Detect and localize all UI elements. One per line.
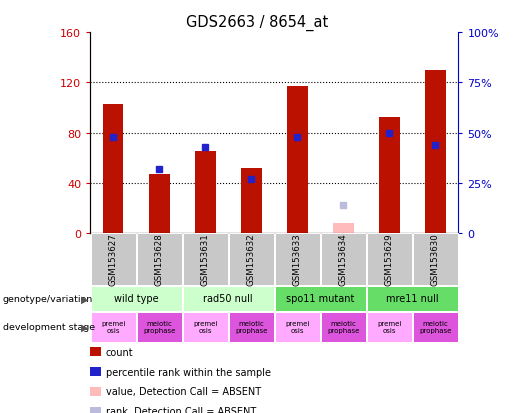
Text: mre11 null: mre11 null bbox=[386, 294, 439, 304]
Text: GSM153627: GSM153627 bbox=[109, 233, 117, 285]
Text: premei
osis: premei osis bbox=[193, 320, 217, 334]
Bar bbox=[149, 175, 169, 233]
Text: GSM153633: GSM153633 bbox=[293, 233, 302, 285]
Text: meiotic
prophase: meiotic prophase bbox=[327, 320, 359, 334]
Text: ▶: ▶ bbox=[81, 294, 89, 304]
Text: GSM153628: GSM153628 bbox=[154, 233, 164, 285]
Text: rank, Detection Call = ABSENT: rank, Detection Call = ABSENT bbox=[106, 406, 256, 413]
Text: meiotic
prophase: meiotic prophase bbox=[419, 320, 452, 334]
Text: development stage: development stage bbox=[3, 323, 95, 332]
Text: meiotic
prophase: meiotic prophase bbox=[235, 320, 267, 334]
Text: GSM153630: GSM153630 bbox=[431, 233, 440, 285]
Text: rad50 null: rad50 null bbox=[203, 294, 253, 304]
Text: premei
osis: premei osis bbox=[101, 320, 125, 334]
Bar bbox=[287, 87, 307, 233]
Text: genotype/variation: genotype/variation bbox=[3, 294, 93, 303]
Text: GSM153632: GSM153632 bbox=[247, 233, 256, 285]
Text: meiotic
prophase: meiotic prophase bbox=[143, 320, 175, 334]
Text: percentile rank within the sample: percentile rank within the sample bbox=[106, 367, 270, 377]
Bar bbox=[195, 152, 216, 233]
Bar bbox=[103, 104, 124, 233]
Text: spo11 mutant: spo11 mutant bbox=[286, 294, 354, 304]
Bar bbox=[241, 168, 262, 233]
Text: GSM153631: GSM153631 bbox=[201, 233, 210, 285]
Text: wild type: wild type bbox=[114, 294, 159, 304]
Bar bbox=[333, 223, 354, 233]
Text: value, Detection Call = ABSENT: value, Detection Call = ABSENT bbox=[106, 387, 261, 396]
Text: premei
osis: premei osis bbox=[377, 320, 402, 334]
Bar bbox=[425, 71, 445, 233]
Text: GSM153634: GSM153634 bbox=[339, 233, 348, 285]
Text: GSM153629: GSM153629 bbox=[385, 233, 394, 285]
Text: ▶: ▶ bbox=[81, 322, 89, 332]
Bar bbox=[379, 118, 400, 233]
Text: count: count bbox=[106, 347, 133, 357]
Text: GDS2663 / 8654_at: GDS2663 / 8654_at bbox=[186, 14, 329, 31]
Text: premei
osis: premei osis bbox=[285, 320, 310, 334]
